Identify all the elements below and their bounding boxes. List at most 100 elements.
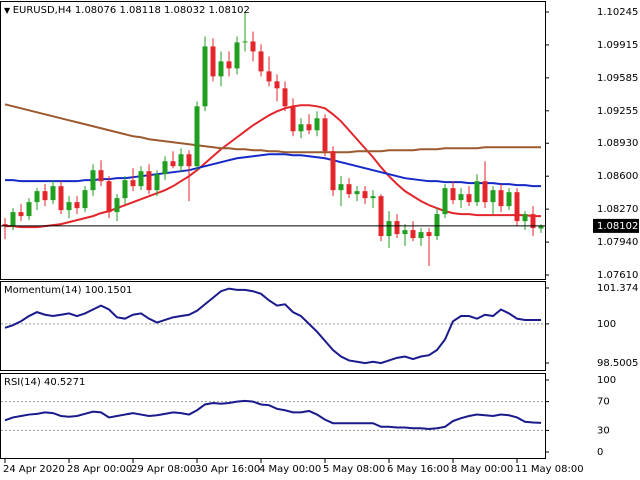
x-tick-label: 24 Apr 2020 <box>3 464 65 475</box>
y-tick-label: 1.10245 <box>597 7 638 18</box>
candle-body <box>146 171 152 191</box>
plot-layer <box>1 11 549 463</box>
y-tick-label: 30 <box>597 425 610 436</box>
indicator-name: Momentum(14) <box>4 285 82 296</box>
candle-body <box>402 230 408 235</box>
indicator-name: RSI(14) <box>4 377 41 388</box>
candle-body <box>178 154 184 167</box>
candle-body <box>354 191 360 195</box>
candle-body <box>298 124 304 132</box>
candle-body <box>442 188 448 215</box>
momentum-title: Momentum(14) 100.1501 <box>4 285 132 296</box>
candle-body <box>466 194 472 203</box>
candle-body <box>98 170 104 182</box>
candle-body <box>66 202 72 211</box>
candle-body <box>154 174 160 191</box>
candle-body <box>538 225 544 229</box>
momentum-panel-frame <box>0 281 546 371</box>
current-price-box <box>593 218 639 233</box>
candle-body <box>114 198 120 213</box>
candle-body <box>458 194 464 201</box>
candle-body <box>378 196 384 237</box>
candle-body <box>394 221 400 235</box>
last-close: 1.08102 <box>209 5 250 16</box>
x-tick-label: 28 Apr 00:00 <box>67 464 132 475</box>
candle-body <box>450 188 456 201</box>
last-low: 1.08032 <box>164 5 205 16</box>
candle-body <box>274 81 280 89</box>
candle-body <box>58 186 64 211</box>
x-tick-label: 29 Apr 08:00 <box>131 464 196 475</box>
y-tick-label: 100 <box>597 319 616 330</box>
candle-body <box>322 118 328 152</box>
candle-body <box>482 181 488 203</box>
last-open: 1.08076 <box>75 5 116 16</box>
x-tick-label: 8 May 00:00 <box>451 464 513 475</box>
moving-average <box>4 103 541 154</box>
candle-body <box>426 232 432 237</box>
x-tick-label: 30 Apr 16:00 <box>195 464 260 475</box>
y-tick-label: 0 <box>597 447 603 458</box>
y-tick-label: 1.08270 <box>597 204 638 215</box>
candle-body <box>162 161 168 175</box>
indicator-value: 40.5271 <box>44 377 85 388</box>
candle-body <box>10 212 16 227</box>
candle-body <box>42 191 48 201</box>
candle-body <box>250 41 256 52</box>
candle-body <box>2 224 8 227</box>
candle-body <box>18 212 24 217</box>
x-tick-label: 11 May 08:00 <box>515 464 584 475</box>
candle-body <box>130 180 136 187</box>
candle-body <box>122 180 128 199</box>
candle-body <box>234 42 240 69</box>
candle-body <box>306 124 312 131</box>
candle-body <box>82 190 88 209</box>
candle-body <box>498 190 504 207</box>
candle-body <box>490 190 496 203</box>
rsi-title: RSI(14) 40.5271 <box>4 377 85 388</box>
indicator-line <box>4 399 542 430</box>
candle-body <box>330 151 336 191</box>
candle-body <box>106 181 112 213</box>
candle-body <box>210 46 216 77</box>
indicator-line <box>4 287 541 365</box>
candle-body <box>258 51 264 72</box>
candle-body <box>290 106 296 132</box>
candle-body <box>266 71 272 82</box>
moving-average <box>5 104 541 229</box>
y-tick-label: 100 <box>597 375 616 386</box>
candle-body <box>362 191 368 199</box>
current-price-label: 1.08102 <box>597 221 638 232</box>
y-tick-label: 1.09585 <box>597 73 638 84</box>
candle-body <box>386 221 392 237</box>
candle-body <box>410 230 416 239</box>
y-tick-label: 1.09255 <box>597 106 638 117</box>
candle-body <box>242 41 248 43</box>
candle-body <box>226 61 232 69</box>
candle-body <box>506 192 512 207</box>
candle-body <box>338 184 344 191</box>
symbol: EURUSD,H4 <box>13 5 72 16</box>
candle-body <box>194 106 200 167</box>
candle-body <box>74 202 80 209</box>
candle-body <box>90 170 96 191</box>
candle-body <box>282 88 288 107</box>
candle-body <box>218 61 224 77</box>
candle-body <box>530 214 536 229</box>
candle-body <box>50 186 56 201</box>
y-tick-label: 1.07610 <box>597 270 638 281</box>
candle-body <box>34 191 40 203</box>
y-tick-label: 1.08930 <box>597 138 638 149</box>
collapse-arrow: ▼ <box>4 6 13 15</box>
x-tick-label: 4 May 00:00 <box>259 464 321 475</box>
indicator-value: 100.1501 <box>85 285 133 296</box>
candle-body <box>418 232 424 239</box>
candle-body <box>346 184 352 195</box>
candle-body <box>202 46 208 107</box>
y-tick-label: 70 <box>597 397 610 408</box>
main-title: ▼ EURUSD,H4 1.08076 1.08118 1.08032 1.08… <box>4 5 250 16</box>
y-tick-label: 1.09915 <box>597 40 638 51</box>
y-tick-label: 98.5005 <box>597 358 638 369</box>
